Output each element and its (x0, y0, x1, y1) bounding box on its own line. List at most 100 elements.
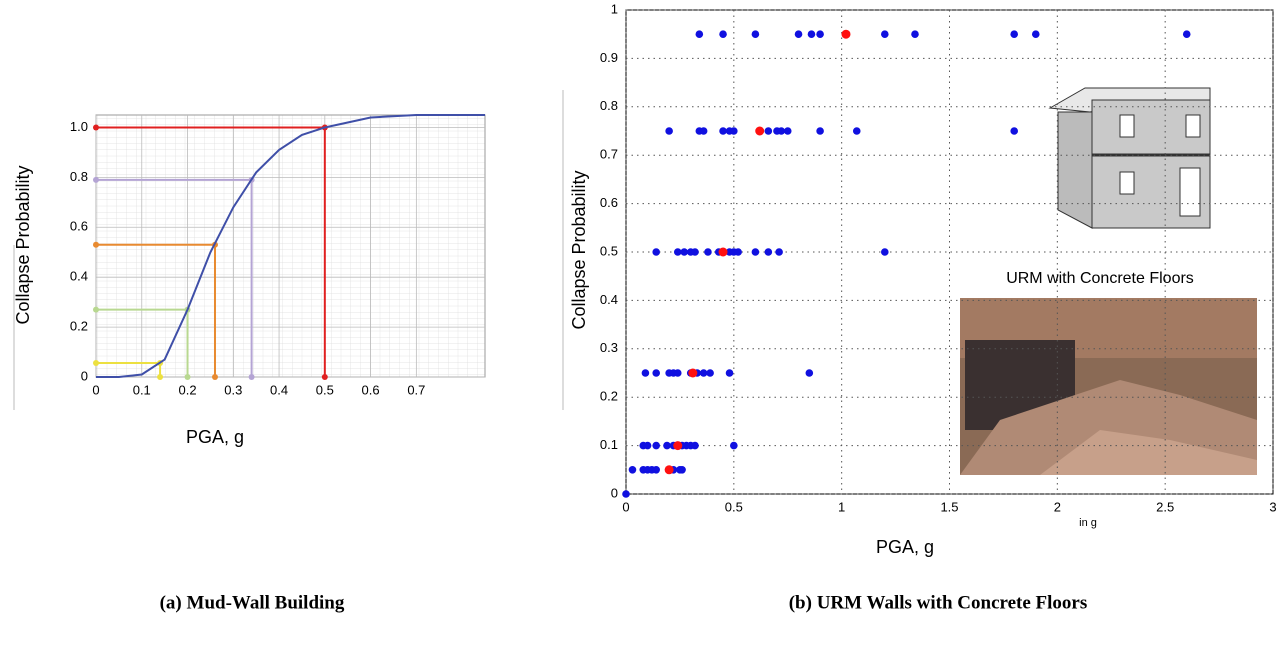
x-tick-label: 0.2 (178, 382, 196, 397)
marker-foot (157, 374, 164, 380)
x-tick-label: 1.5 (940, 499, 958, 514)
point (751, 30, 760, 38)
y-tick-label: 1 (611, 1, 618, 16)
point (691, 248, 699, 256)
y-tick-label: 0.5 (600, 243, 618, 258)
y-tick-label: 0.8 (600, 98, 618, 113)
y-tick-label: 1.0 (70, 119, 88, 134)
point (719, 30, 727, 38)
marker-start (93, 241, 99, 248)
x-tick-label: 0.4 (270, 382, 288, 397)
y-tick-label: 0.6 (600, 195, 618, 210)
point (704, 248, 712, 256)
x-tick-label: 2.5 (1156, 499, 1174, 514)
building-sketch (1045, 85, 1211, 245)
marker-start (93, 176, 99, 183)
marker-foot (211, 374, 218, 380)
x-tick-label: 0 (92, 382, 99, 397)
point (841, 29, 851, 39)
x-tick-label: 0.1 (133, 382, 151, 397)
point (881, 248, 889, 256)
point (628, 466, 637, 474)
y-tick-label: 0.9 (600, 50, 618, 65)
x-tick-label: 0.5 (316, 382, 334, 397)
marker-start (93, 306, 99, 313)
point (1010, 30, 1018, 38)
point (641, 369, 650, 377)
point (622, 490, 630, 498)
point (664, 465, 674, 475)
point (652, 248, 660, 256)
y-axis-label: Collapse Probability (13, 165, 33, 324)
point (688, 368, 698, 378)
marker-start (93, 360, 99, 367)
point (751, 248, 760, 256)
point (881, 30, 889, 38)
point (652, 369, 660, 377)
point (755, 126, 765, 136)
point (699, 127, 708, 135)
point (699, 369, 708, 377)
fine-grid (96, 115, 485, 377)
point (816, 127, 824, 135)
y-tick-label: 0.3 (600, 340, 618, 355)
point (673, 248, 682, 256)
y-tick-label: 0 (81, 368, 88, 383)
x-tick-label: 0.7 (407, 382, 425, 397)
point (734, 248, 742, 256)
point (680, 248, 689, 256)
point (783, 127, 792, 135)
y-axis-label: Collapse Probability (569, 170, 589, 329)
point (725, 369, 734, 377)
x-tick-label: 3 (1269, 499, 1276, 514)
point (775, 248, 783, 256)
x-axis-label: PGA, g (186, 427, 244, 447)
point (730, 441, 738, 450)
point (777, 127, 786, 135)
point (852, 127, 861, 135)
x-tick-label: 0.3 (224, 382, 242, 397)
point (730, 127, 738, 135)
point (719, 127, 727, 135)
curve (96, 114, 485, 378)
point (816, 30, 824, 38)
point (911, 30, 919, 38)
y-tick-label: 0 (611, 485, 618, 500)
x-tick-label: 2 (1054, 499, 1061, 514)
point (678, 466, 686, 474)
point (1010, 127, 1018, 135)
x-tick-label: 0.6 (362, 382, 380, 397)
point (643, 441, 652, 450)
x-tick-label: 0.5 (725, 499, 743, 514)
y-tick-label: 0.1 (600, 437, 618, 452)
y-tick-label: 0.2 (600, 389, 618, 404)
y-tick-label: 0.8 (70, 169, 88, 184)
y-tick-label: 0.6 (70, 219, 88, 234)
caption: (a) Mud-Wall Building (160, 592, 345, 613)
y-tick-label: 0.4 (70, 269, 88, 284)
point (706, 369, 714, 377)
inset-caption: URM with Concrete Floors (1006, 270, 1194, 287)
x-tick-label: 1 (838, 499, 845, 514)
point (764, 248, 773, 256)
point (673, 441, 683, 451)
point (665, 127, 673, 135)
point (663, 441, 671, 450)
point (691, 441, 699, 450)
point (695, 30, 704, 38)
x-axis-label: PGA, g (876, 537, 934, 557)
point (718, 247, 728, 257)
y-tick-label: 0.7 (600, 147, 618, 162)
point (794, 30, 803, 38)
y-tick-label: 0.2 (70, 319, 88, 334)
axis-note: in g (1079, 517, 1097, 529)
point (805, 369, 814, 377)
marker-start (93, 124, 99, 131)
point (673, 369, 682, 377)
point (764, 127, 773, 135)
damage-photo (960, 298, 1257, 475)
marker-foot (248, 374, 255, 380)
point (652, 441, 660, 450)
point (652, 466, 660, 474)
